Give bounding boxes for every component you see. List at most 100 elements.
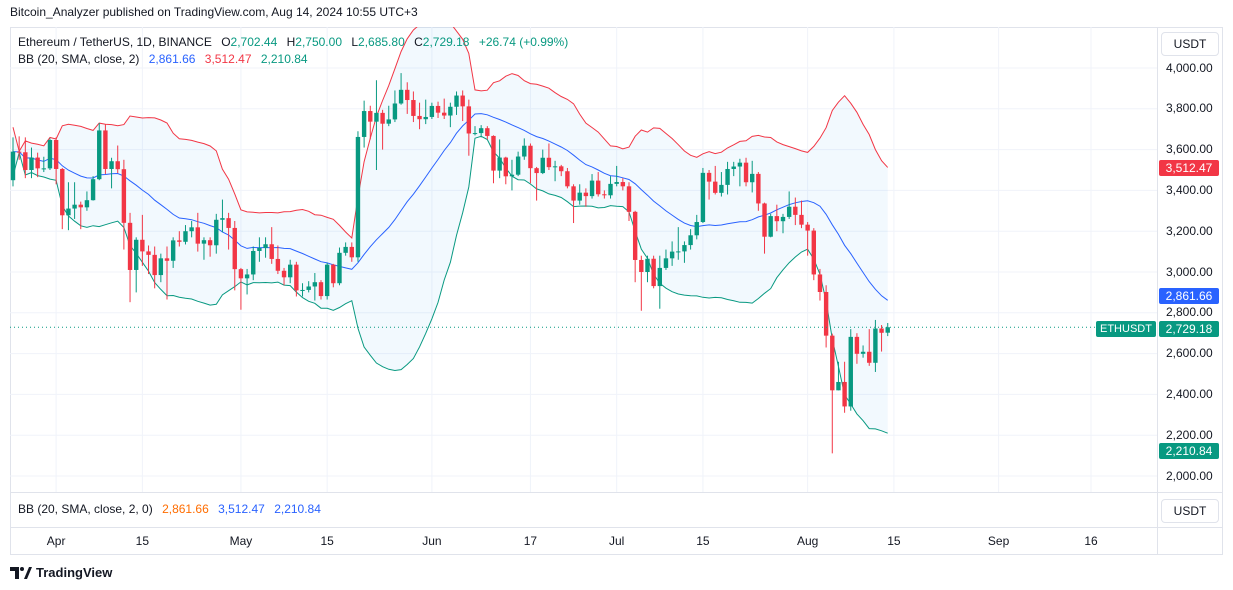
lower-pane-lower: 2,210.84 (274, 502, 321, 516)
candle-body (657, 267, 662, 287)
candle-body (226, 218, 231, 228)
bb-lower-price-label: 2,210.84 (1159, 443, 1219, 459)
candle-body (491, 135, 496, 171)
candle-body (41, 168, 46, 170)
candle-body (263, 244, 268, 248)
candle-body (842, 381, 847, 407)
candle-body (238, 269, 244, 279)
candle-body (583, 192, 589, 197)
currency-unit-button[interactable]: USDT (1161, 32, 1219, 56)
candle-body (780, 216, 786, 222)
candle-body (466, 106, 472, 134)
lower-pane-basis: 2,861.66 (162, 502, 209, 516)
lower-pane-upper: 3,512.47 (218, 502, 265, 516)
candle-body (639, 259, 644, 272)
candle-body (294, 264, 299, 291)
candle-body (78, 204, 83, 208)
candle-body (848, 336, 853, 407)
candle-body (60, 168, 65, 216)
pane-divider[interactable] (10, 492, 1223, 493)
candle-body (589, 180, 595, 197)
bb-legend[interactable]: BB (20, SMA, close, 2) 2,861.66 3,512.47… (18, 52, 314, 66)
candle-body (109, 161, 114, 169)
candle-body (251, 250, 256, 275)
price-tick: 3,400.00 (1166, 182, 1213, 197)
candle-body (53, 140, 59, 169)
candle-body (663, 258, 669, 268)
candle-body (214, 219, 219, 246)
candle-body (614, 182, 619, 184)
candle-body (460, 95, 465, 107)
candle-body (596, 180, 601, 195)
candle-body (244, 274, 250, 279)
candle-body (164, 258, 170, 261)
candle-body (288, 264, 293, 278)
candle-body (257, 247, 262, 251)
tradingview-logo[interactable]: TradingView (10, 565, 112, 580)
candle-body (103, 130, 108, 169)
candle-body (485, 128, 490, 136)
candle-body (676, 251, 681, 253)
candle-body (632, 211, 638, 260)
time-tick: 15 (887, 534, 901, 548)
candle-body (300, 289, 305, 291)
time-tick: 15 (696, 534, 710, 548)
candle-body (743, 162, 749, 183)
candle-body (719, 184, 724, 193)
bb-basis-value: 2,861.66 (148, 52, 196, 66)
brand-name: TradingView (36, 565, 113, 580)
candle-body (694, 222, 699, 236)
high-number: 2,750.00 (295, 35, 342, 49)
symbol-name[interactable]: Ethereum / TetherUS, 1D, BINANCE (18, 35, 212, 49)
time-tick: 16 (1084, 534, 1098, 548)
symbol-legend: Ethereum / TetherUS, 1D, BINANCE O2,702.… (18, 35, 574, 49)
candle-body (651, 258, 656, 287)
candle-body (435, 105, 441, 113)
time-axis-divider (10, 527, 1223, 528)
candle-body (688, 235, 693, 246)
candle-body (522, 145, 527, 157)
candle-body (177, 240, 182, 242)
candle-body (830, 335, 835, 391)
price-tick: 3,200.00 (1166, 223, 1213, 238)
price-tick: 4,000.00 (1166, 60, 1213, 75)
candle-body (423, 116, 428, 120)
candle-body (540, 157, 545, 174)
price-tick: 2,200.00 (1166, 427, 1213, 442)
candle-body (84, 200, 90, 208)
candle-body (669, 251, 675, 259)
candle-body (337, 252, 342, 284)
lower-pane-unit-button[interactable]: USDT (1161, 499, 1219, 523)
lower-pane-legend[interactable]: BB (20, SMA, close, 2, 0) 2,861.66 3,512… (18, 502, 327, 516)
time-tick: 15 (320, 534, 334, 548)
candle-body (10, 151, 16, 181)
candle-body (220, 218, 225, 220)
time-tick: May (229, 534, 253, 548)
price-chart[interactable] (10, 27, 1158, 492)
high-label: H (286, 35, 296, 49)
candle-body (35, 157, 40, 169)
candle-body (762, 203, 767, 237)
candle-body (140, 239, 145, 252)
candle-body (817, 274, 823, 292)
candle-body (552, 166, 558, 168)
low-label: L (351, 35, 359, 49)
candle-body (121, 169, 127, 223)
candle-body (23, 152, 28, 170)
candle-body (860, 351, 866, 354)
bb-basis-price-label: 2,861.66 (1159, 288, 1219, 304)
bb-lower-value: 2,210.84 (260, 52, 308, 66)
candle-body (306, 286, 311, 290)
open-number: 2,702.44 (230, 35, 278, 49)
candle-body (602, 194, 607, 196)
candle-body (509, 174, 515, 177)
candle-body (29, 157, 34, 170)
candle-body (515, 156, 521, 175)
candle-body (626, 186, 632, 212)
candle-body (312, 282, 318, 287)
candle-body (867, 351, 872, 363)
low-value: L2,685.80 (351, 35, 404, 49)
candle-body (442, 112, 447, 116)
bb-upper-line (12, 27, 889, 240)
candle-body (411, 100, 416, 116)
